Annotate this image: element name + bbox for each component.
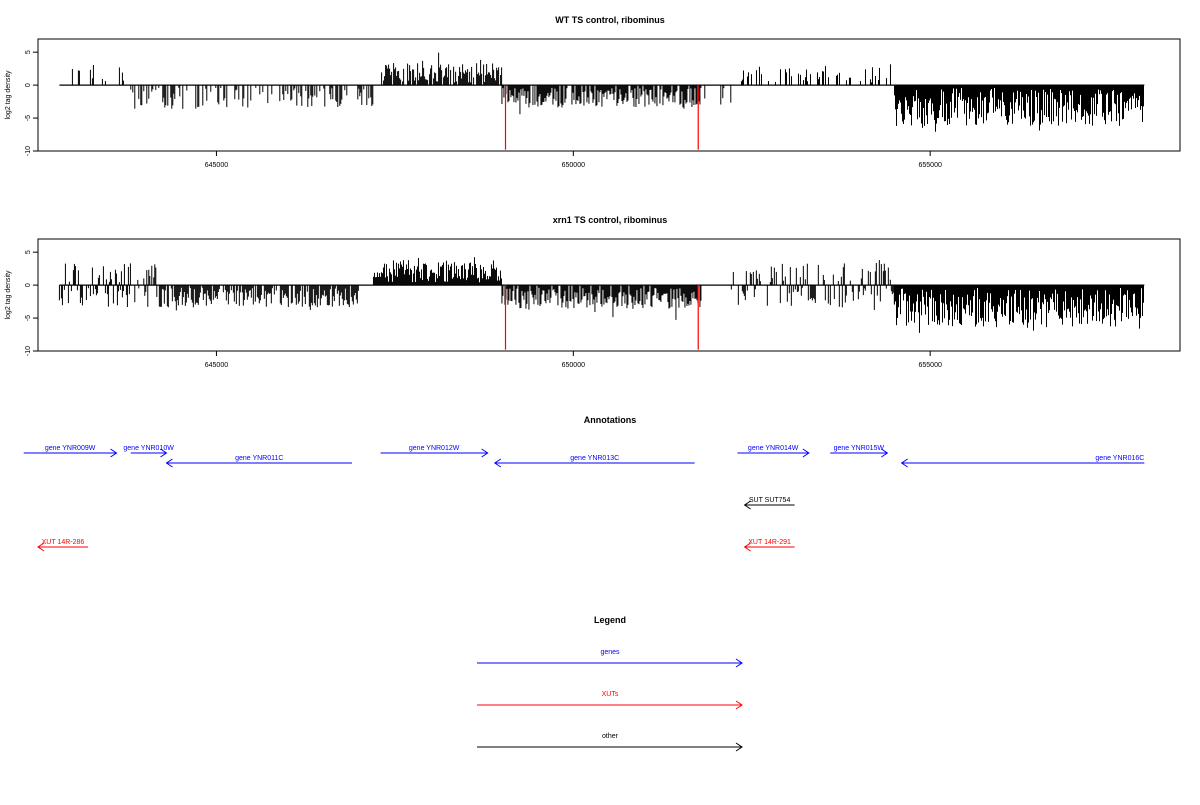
x-tick-label: 645000 [205, 362, 228, 369]
wt-bars [59, 52, 1145, 150]
xrn1-track-title: xrn1 TS control, ribominus [553, 215, 668, 225]
annotation-arrowhead [160, 448, 168, 458]
annotation-label: XUT 14R-291 [748, 539, 791, 546]
annotation-arrowhead [37, 542, 45, 552]
y-tick-label: -5 [25, 115, 32, 121]
xrn1-track-panel: xrn1 TS control, ribominus log2 tag dens… [5, 215, 1181, 369]
y-tick-label: -10 [25, 346, 32, 356]
annotation-label: gene YNR009W [45, 445, 96, 452]
legend-entries: genes XUTs other [477, 649, 743, 752]
wt-track-panel: WT TS control, ribominus log2 tag densit… [5, 15, 1181, 169]
x-tick-label: 645000 [205, 162, 228, 169]
annotation-arrowhead [743, 500, 751, 510]
annotation-arrows: gene YNR009W gene YNR010W gene YNR011C gene… [23, 445, 1145, 552]
legend-label: genes [600, 649, 620, 656]
xrn1-y-axis-label: log2 tag density [5, 270, 12, 320]
x-tick-label: 650000 [562, 162, 585, 169]
annotation-label: XUT 14R-286 [42, 539, 85, 546]
legend-arrowhead [735, 658, 743, 668]
annotation-label: gene YNR012W [409, 445, 460, 452]
x-tick-label: 655000 [919, 362, 942, 369]
y-tick-label: 5 [25, 250, 32, 254]
annotations-panel: Annotations gene YNR009W gene YNR010Wgene… [23, 415, 1145, 552]
y-tick-label: -10 [25, 146, 32, 156]
wt-axes: 5 0 -5 -10 645000 650000 655000 [25, 50, 942, 169]
y-tick-label: 0 [25, 83, 32, 87]
annotations-title: Annotations [584, 415, 637, 425]
legend-title: Legend [594, 615, 626, 625]
xrn1-axes: 5 0 -5 -10 645000 650000 655000 [25, 250, 942, 369]
annotation-arrowhead [881, 448, 889, 458]
annotation-label: gene YNR013C [570, 455, 619, 462]
y-tick-label: 0 [25, 283, 32, 287]
wt-y-axis-label: log2 tag density [5, 70, 12, 120]
annotation-label: gene YNR011C [235, 455, 283, 462]
annotation-arrowhead [110, 448, 118, 458]
x-tick-label: 650000 [562, 362, 585, 369]
annotation-arrowhead [165, 458, 173, 468]
annotation-arrowhead [802, 448, 810, 458]
annotation-label: gene YNR010W [123, 445, 174, 452]
legend-label: other [602, 733, 619, 740]
y-tick-label: -5 [25, 315, 32, 321]
wt-track-title: WT TS control, ribominus [555, 15, 665, 25]
annotation-arrowhead [900, 458, 908, 468]
annotation-arrowhead [743, 542, 751, 552]
legend-arrowhead [735, 700, 743, 710]
wt-plot-frame [37, 38, 1181, 152]
annotation-label: gene YNR014W [748, 445, 799, 452]
legend-arrowhead [735, 742, 743, 752]
annotation-arrowhead [481, 448, 489, 458]
xrn1-bars [58, 257, 1145, 350]
y-tick-label: 5 [25, 50, 32, 54]
annotation-arrowhead [493, 458, 502, 468]
annotation-label: gene YNR015W [834, 445, 885, 452]
legend-label: XUTs [602, 691, 619, 698]
xrn1-plot-frame [37, 238, 1181, 352]
x-tick-label: 655000 [919, 162, 942, 169]
annotation-label: gene YNR016C [1095, 455, 1144, 462]
legend-panel: Legend genes XUTs other [477, 615, 743, 752]
annotation-label: SUT SUT754 [749, 497, 791, 504]
